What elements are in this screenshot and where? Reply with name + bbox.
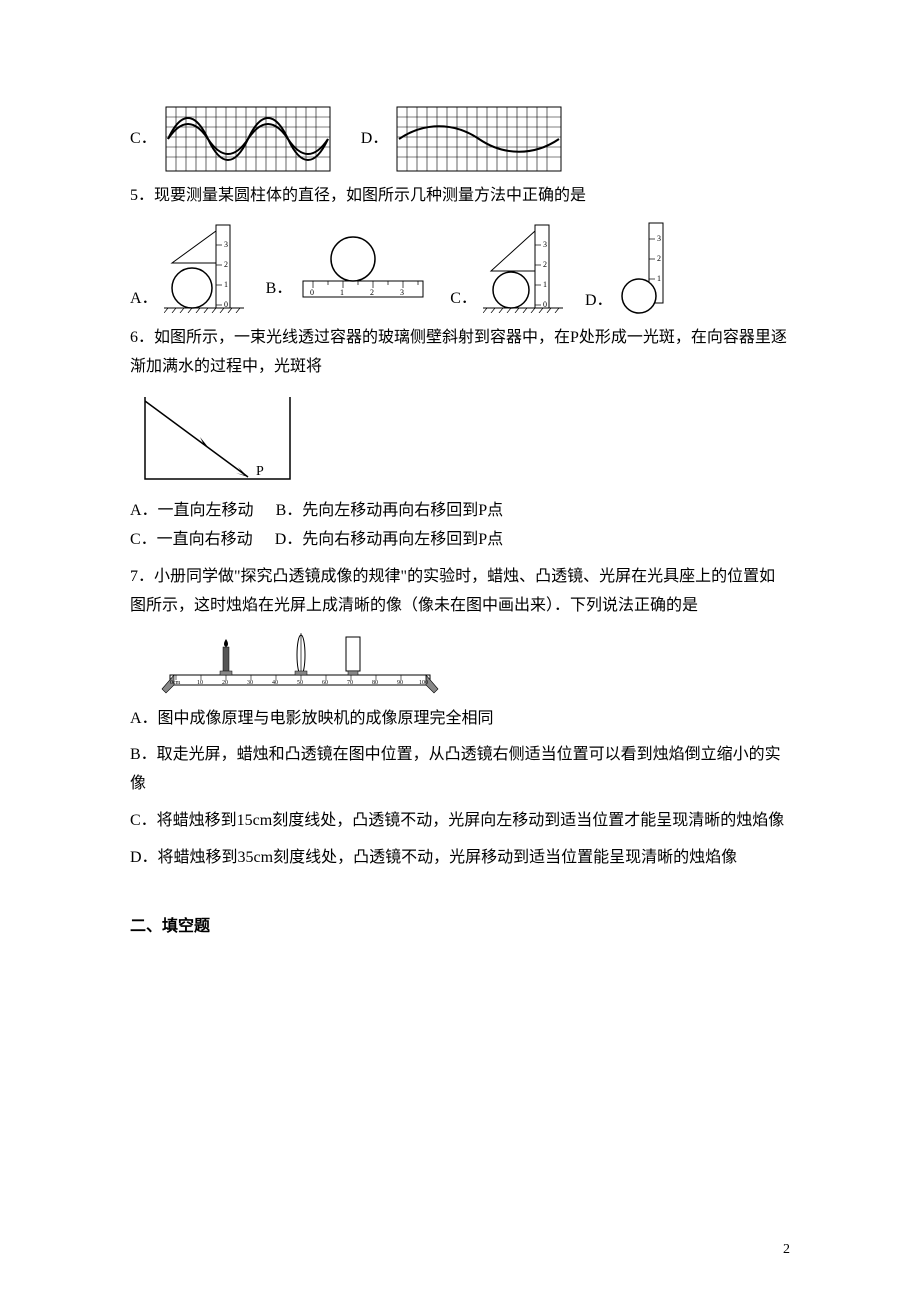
q7-stem: 7．小册同学做"探究凸透镜成像的规律"的实验时，蜡烛、凸透镜、光屏在光具座上的位… <box>130 563 790 621</box>
q7-D: D．将蜡烛移到35cm刻度线处，凸透镜不动，光屏移动到适当位置能呈现清晰的烛焰像 <box>130 844 790 873</box>
q5-stem: 5．现要测量某圆柱体的直径，如图所示几种测量方法中正确的是 <box>130 182 790 211</box>
svg-text:20: 20 <box>222 680 228 686</box>
svg-text:0: 0 <box>224 300 228 309</box>
svg-text:0: 0 <box>310 288 314 297</box>
q6-A: A．一直向左移动 <box>130 502 254 519</box>
q4-options-cd: C． <box>130 104 790 174</box>
svg-text:P: P <box>256 464 264 479</box>
q5-C-label: C． <box>450 285 477 314</box>
svg-text:0cm: 0cm <box>170 680 181 686</box>
section2-title: 二、填空题 <box>130 913 790 942</box>
q4-wave-C <box>163 104 333 174</box>
q5-fig-D: 1 2 3 <box>619 221 674 316</box>
svg-text:70: 70 <box>347 680 353 686</box>
svg-text:1: 1 <box>224 280 228 289</box>
svg-text:2: 2 <box>370 288 374 297</box>
svg-text:30: 30 <box>247 680 253 686</box>
svg-text:1: 1 <box>543 280 547 289</box>
q7-A: A．图中成像原理与电影放映机的成像原理完全相同 <box>130 705 790 734</box>
svg-text:100: 100 <box>419 680 428 686</box>
svg-text:1: 1 <box>340 288 344 297</box>
q5-fig-B: 0 1 2 3 <box>298 233 428 303</box>
svg-text:3: 3 <box>657 234 661 243</box>
q7-B: B．取走光屏，蜡烛和凸透镜在图中位置，从凸透镜右侧适当位置可以看到烛焰倒立缩小的… <box>130 741 790 799</box>
q7-figure-row: 0cm 10 20 30 40 50 60 70 80 90 100 <box>160 627 790 697</box>
q6-opts-line1: A．一直向左移动 B．先向左移动再向右移回到P点 <box>130 497 790 526</box>
svg-text:40: 40 <box>272 680 278 686</box>
screen-icon <box>346 637 360 675</box>
candle-icon <box>220 639 232 675</box>
svg-text:3: 3 <box>543 240 547 249</box>
q5-B-label: B． <box>266 275 293 304</box>
q6-B: B．先向左移动再向右移回到P点 <box>276 502 504 519</box>
svg-text:0: 0 <box>543 300 547 309</box>
q6-figure: P <box>130 389 300 489</box>
svg-text:10: 10 <box>197 680 203 686</box>
q6-opts-line2: C．一直向右移动 D．先向右移动再向左移回到P点 <box>130 526 790 555</box>
q5-D-label: D． <box>585 287 613 316</box>
svg-text:1: 1 <box>657 274 661 283</box>
q6-C: C．一直向右移动 <box>130 531 253 548</box>
svg-text:80: 80 <box>372 680 378 686</box>
q5-A-label: A． <box>130 285 158 314</box>
q7-optical-bench: 0cm 10 20 30 40 50 60 70 80 90 100 <box>160 627 440 697</box>
svg-text:2: 2 <box>543 260 547 269</box>
lens-icon <box>295 633 307 675</box>
page-number: 2 <box>783 1237 790 1262</box>
q4-optC-label: C． <box>130 125 157 154</box>
q4-wave-D <box>394 104 564 174</box>
q5-fig-A: 0 1 2 3 <box>164 223 244 313</box>
q6-figure-row: P <box>130 389 790 489</box>
svg-text:50: 50 <box>297 680 303 686</box>
q4-optD-label: D． <box>361 125 389 154</box>
svg-text:90: 90 <box>397 680 403 686</box>
q6-D: D．先向右移动再向左移回到P点 <box>275 531 503 548</box>
q5-fig-C: 0 1 2 3 <box>483 223 563 313</box>
svg-text:3: 3 <box>224 240 228 249</box>
svg-text:60: 60 <box>322 680 328 686</box>
svg-text:3: 3 <box>400 288 404 297</box>
q5-options: A． <box>130 221 790 316</box>
svg-text:2: 2 <box>657 254 661 263</box>
q7-C: C．将蜡烛移到15cm刻度线处，凸透镜不动，光屏向左移动到适当位置才能呈现清晰的… <box>130 807 790 836</box>
svg-text:2: 2 <box>224 260 228 269</box>
q6-stem: 6．如图所示，一束光线透过容器的玻璃侧壁斜射到容器中，在P处形成一光斑，在向容器… <box>130 324 790 382</box>
